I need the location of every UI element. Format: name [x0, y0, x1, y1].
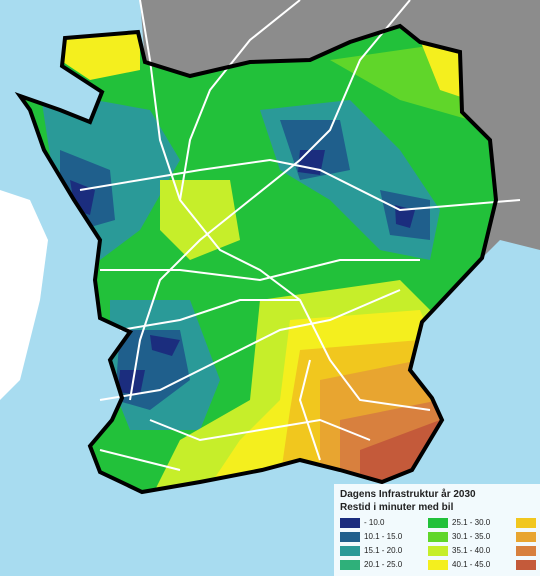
legend-swatch — [516, 546, 536, 556]
legend-swatch — [516, 518, 536, 528]
legend-swatch — [516, 560, 536, 570]
legend-swatch — [428, 532, 448, 542]
legend-swatch — [428, 560, 448, 570]
legend-swatch — [340, 560, 360, 570]
legend-swatch — [428, 518, 448, 528]
legend-swatch — [340, 532, 360, 542]
roads — [79, 0, 521, 471]
legend-swatch — [340, 518, 360, 528]
region-border — [14, 23, 499, 495]
neighbouring-land — [140, 0, 540, 260]
legend-swatch — [428, 546, 448, 556]
legend-label: 35.1 - 40.0 — [452, 546, 491, 555]
legend-subtitle: Restid i minuter med bil — [340, 502, 454, 513]
legend-swatch — [516, 532, 536, 542]
legend-label: 30.1 - 35.0 — [452, 532, 491, 541]
legend-label: - 10.0 — [364, 518, 385, 527]
legend-label: 10.1 - 15.0 — [364, 532, 403, 541]
legend-label: 15.1 - 20.0 — [364, 546, 403, 555]
legend-swatch — [340, 546, 360, 556]
legend-label: 40.1 - 45.0 — [452, 560, 491, 569]
legend-label: 25.1 - 30.0 — [452, 518, 491, 527]
legend-items: - 10.0 10.1 - 15.0 15.1 - 20.0 20.1 - 25.0 2… — [340, 518, 536, 570]
legend-title: Dagens Infrastruktur år 2030 — [340, 488, 476, 500]
legend-label: 20.1 - 25.0 — [364, 560, 403, 569]
island — [0, 190, 48, 400]
